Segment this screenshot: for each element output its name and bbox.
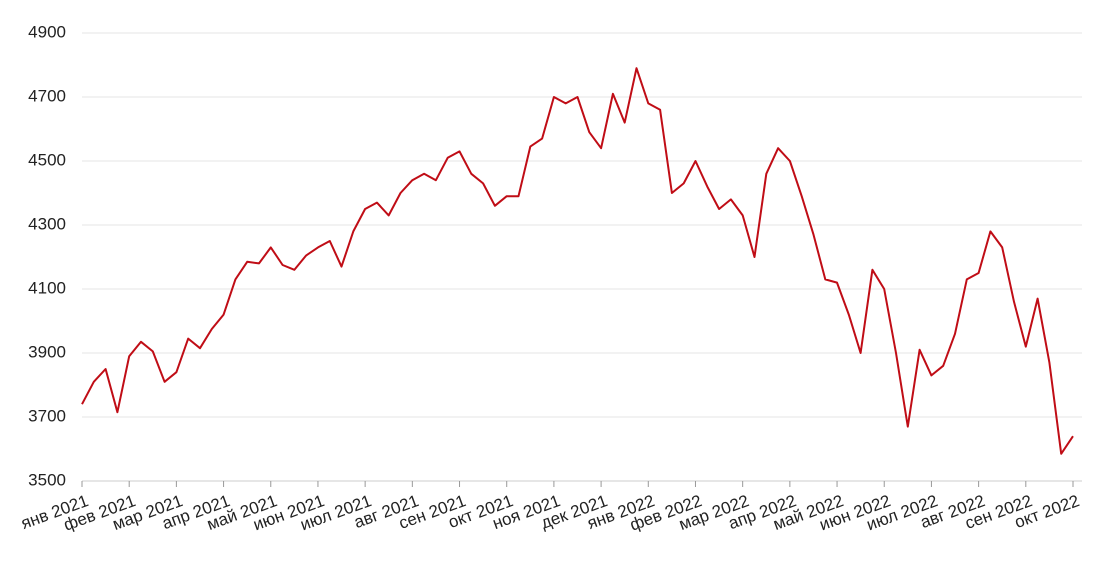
y-tick-label: 3700 (28, 406, 66, 425)
series-line (81, 67, 1074, 455)
y-tick-label: 4500 (28, 150, 66, 169)
y-tick-label: 4700 (28, 86, 66, 105)
y-tick-label: 3900 (28, 342, 66, 361)
y-tick-label: 4100 (28, 278, 66, 297)
y-tick-label: 3500 (28, 470, 66, 489)
y-tick-label: 4900 (28, 22, 66, 41)
y-tick-label: 4300 (28, 214, 66, 233)
